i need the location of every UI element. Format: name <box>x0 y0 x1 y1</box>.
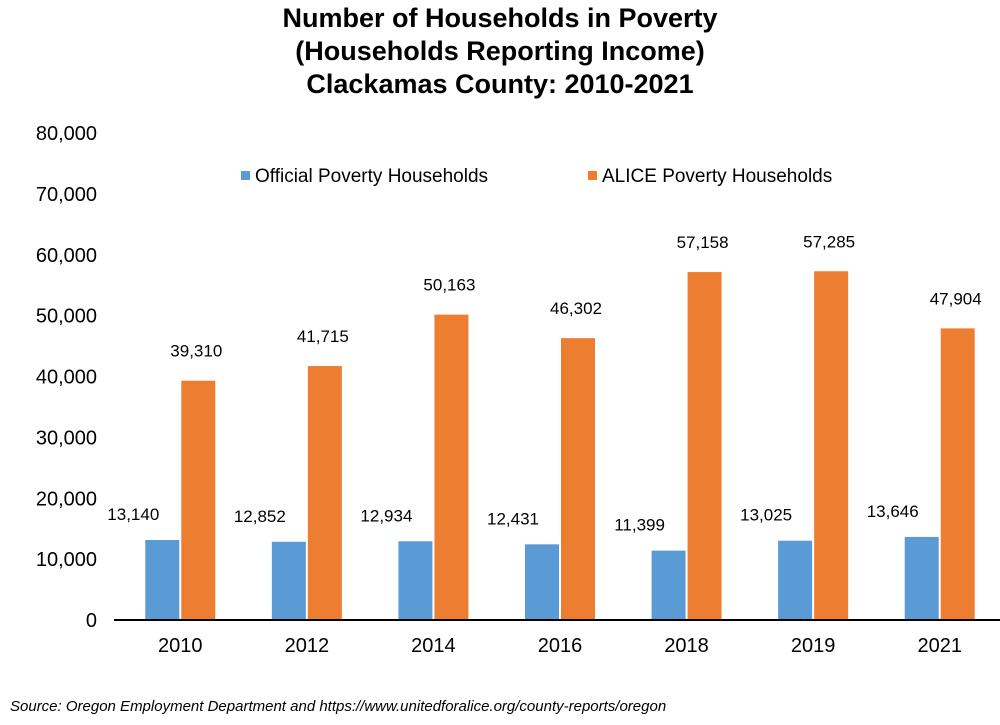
y-tick-label: 80,000 <box>36 123 97 145</box>
data-label-official-2021: 13,646 <box>867 502 919 521</box>
bar-alice-2010 <box>181 380 216 620</box>
x-tick-label: 2010 <box>158 635 203 657</box>
x-axis: 2010 2012 2014 2016 2018 2019 2021 <box>158 635 962 657</box>
bar-alice-2018 <box>687 272 722 620</box>
data-label-official-2014: 12,934 <box>360 506 412 525</box>
data-label-official-2010: 13,140 <box>107 505 159 524</box>
legend-label-official: Official Poverty Households <box>255 166 488 187</box>
bar-official-2019 <box>778 540 813 620</box>
data-label-official-2019: 13,025 <box>740 506 792 525</box>
data-label-alice-2018: 57,158 <box>677 233 729 252</box>
x-tick-label: 2014 <box>411 635 456 657</box>
x-tick-label: 2016 <box>538 635 583 657</box>
source-note: Source: Oregon Employment Department and… <box>10 698 667 715</box>
y-axis: 0 10,000 20,000 30,000 40,000 50,000 60,000 70,… <box>36 123 97 632</box>
data-label-alice-2016: 46,302 <box>550 299 602 318</box>
data-label-alice-2010: 39,310 <box>170 342 222 361</box>
bar-alice-2019 <box>814 271 849 620</box>
chart-title-line-1: Number of Households in Poverty <box>282 3 718 33</box>
bar-alice-2016 <box>561 338 595 620</box>
bar-official-2014 <box>398 541 433 620</box>
bar-official-2021 <box>904 536 939 620</box>
bar-chart: 0 10,000 20,000 30,000 40,000 50,000 60,000 70,… <box>36 123 1000 657</box>
bar-alice-2012 <box>307 366 342 620</box>
data-label-alice-2021: 47,904 <box>930 289 982 308</box>
chart-title-line-2: (Households Reporting Income) <box>295 36 705 66</box>
y-tick-label: 30,000 <box>36 427 97 449</box>
bar-official-2010 <box>145 540 180 620</box>
data-label-alice-2012: 41,715 <box>297 327 349 346</box>
y-tick-label: 60,000 <box>36 245 97 267</box>
data-label-alice-2019: 57,285 <box>803 232 855 251</box>
bar-official-2012 <box>271 541 306 620</box>
y-tick-label: 20,000 <box>36 488 97 510</box>
x-tick-label: 2019 <box>791 635 836 657</box>
bar-alice-2021 <box>940 328 975 620</box>
data-label-official-2016: 12,431 <box>487 509 539 528</box>
legend-swatch-alice <box>588 171 597 180</box>
y-tick-label: 50,000 <box>36 306 97 328</box>
data-label-official-2018: 11,399 <box>614 516 665 535</box>
x-tick-label: 2012 <box>285 635 330 657</box>
bar-official-2018 <box>651 550 686 620</box>
bars: 13,140 39,310 12,852 41,715 12,934 50,163 12,4… <box>107 232 982 620</box>
x-tick-label: 2018 <box>664 635 709 657</box>
data-label-alice-2014: 50,163 <box>423 276 475 295</box>
y-tick-label: 0 <box>86 610 97 632</box>
bar-official-2016 <box>525 544 559 620</box>
chart-title: Number of Households in Poverty (Househo… <box>0 2 1000 101</box>
x-tick-label: 2021 <box>917 635 962 657</box>
legend-label-alice: ALICE Poverty Households <box>602 166 832 187</box>
legend-swatch-official <box>241 171 250 180</box>
y-tick-label: 10,000 <box>36 549 97 571</box>
y-tick-label: 40,000 <box>36 367 97 389</box>
y-tick-label: 70,000 <box>36 184 97 206</box>
chart-title-line-3: Clackamas County: 2010-2021 <box>306 69 694 99</box>
legend: Official Poverty Households ALICE Poverty… <box>241 166 832 187</box>
data-label-official-2012: 12,852 <box>234 507 286 526</box>
bar-alice-2014 <box>434 314 469 620</box>
